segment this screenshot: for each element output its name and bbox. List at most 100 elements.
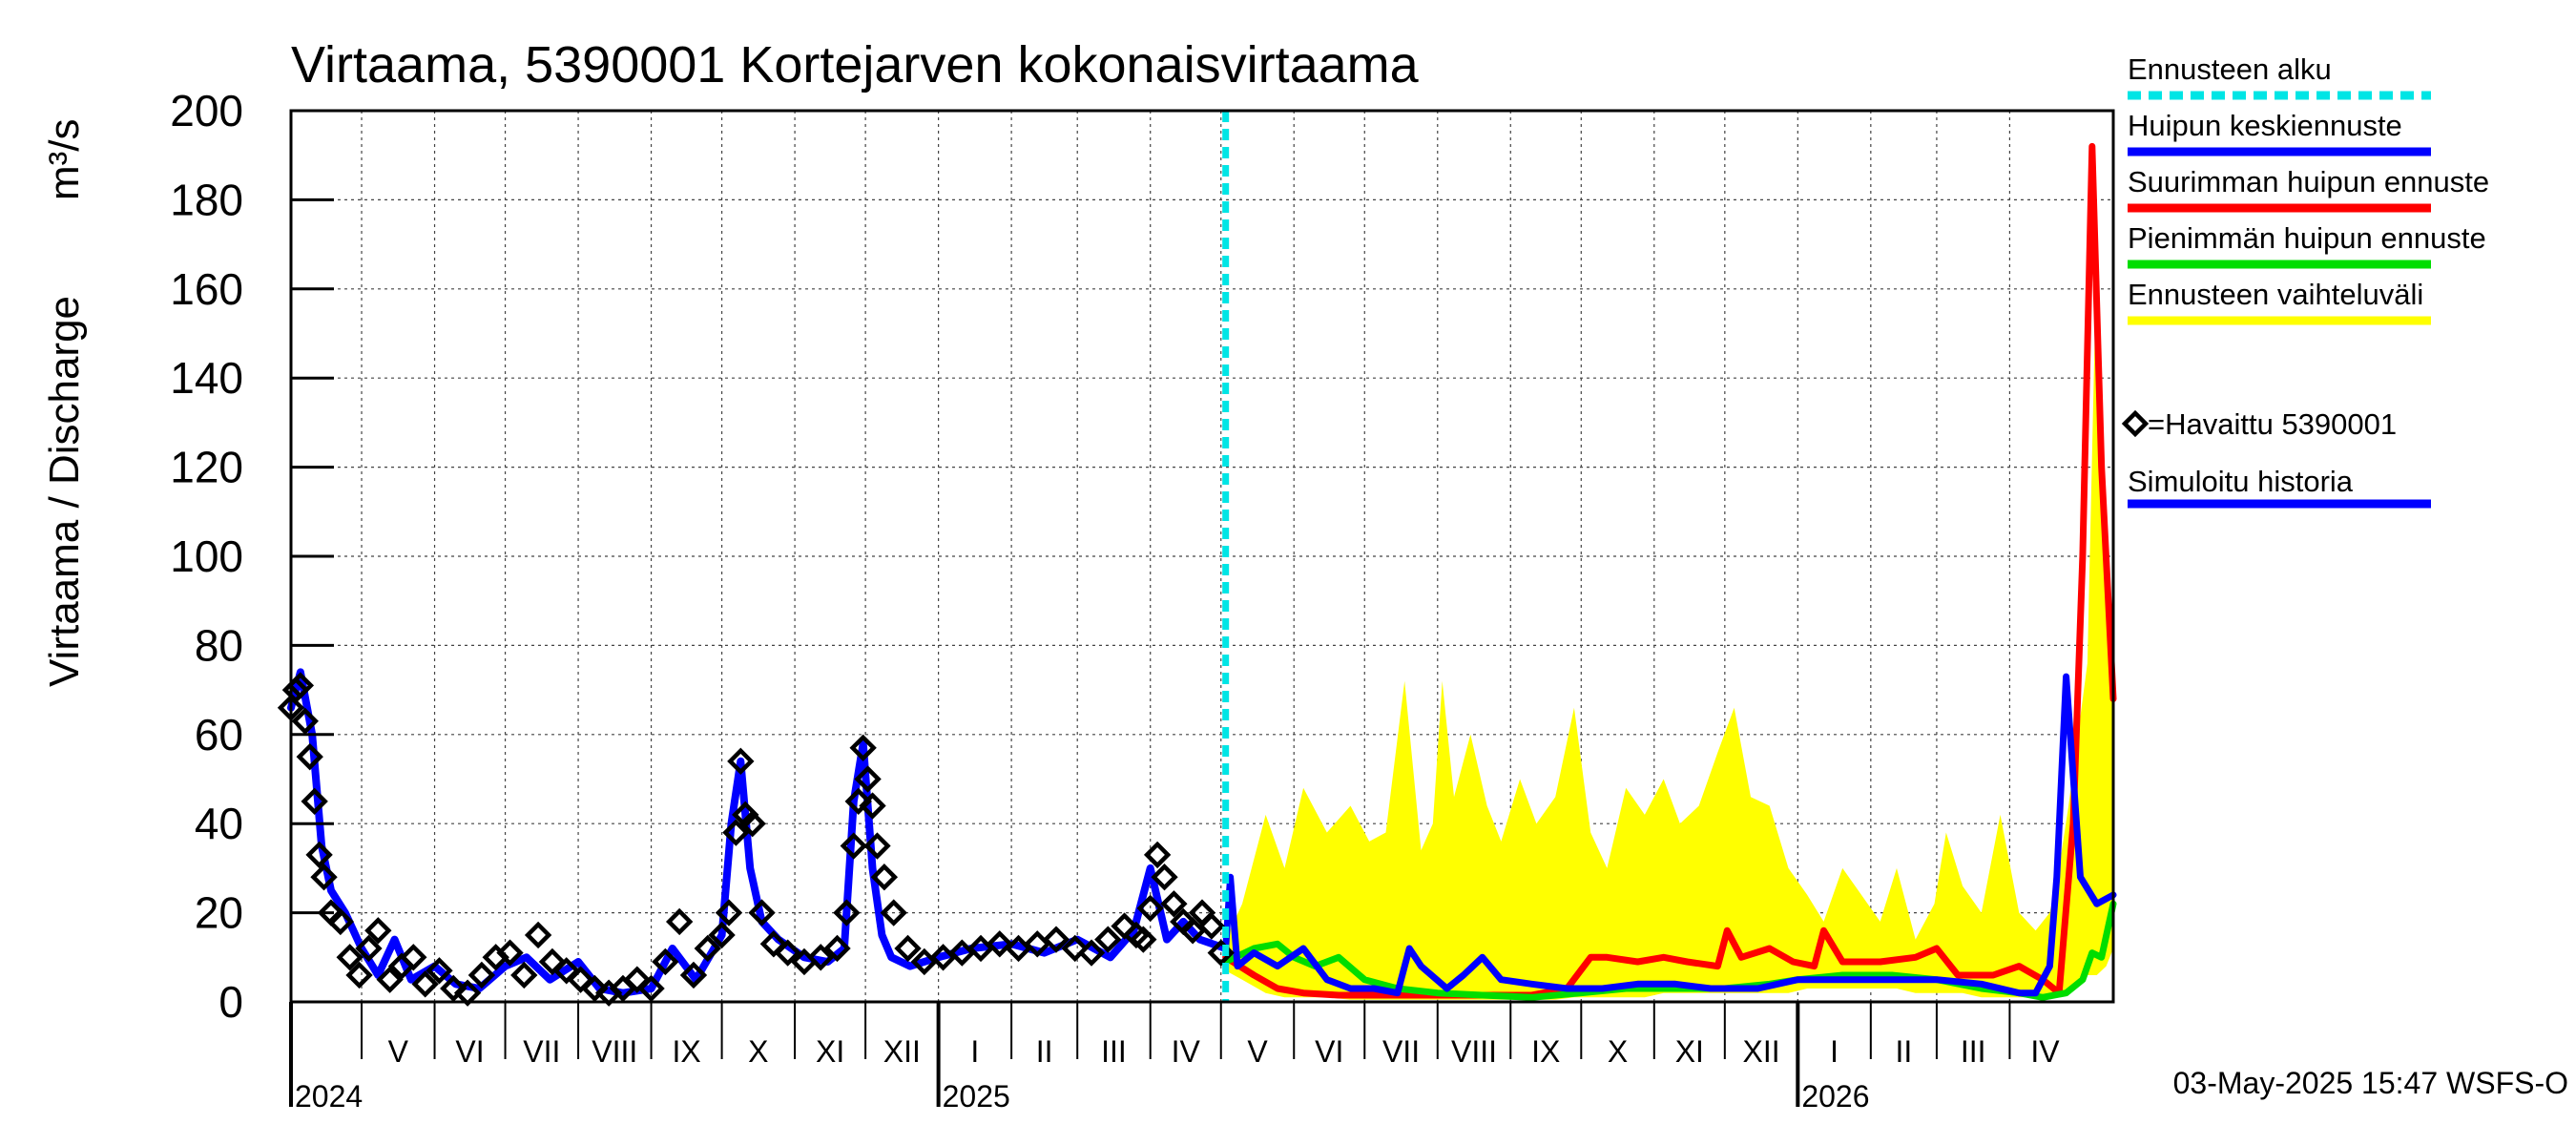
- x-month-label: X: [1608, 1034, 1628, 1069]
- observed-point: [844, 787, 872, 816]
- observed-point: [854, 765, 882, 793]
- observed-point: [1143, 841, 1172, 869]
- observed-point: [326, 907, 355, 936]
- y-axis-label: Virtaama / Discharge: [41, 296, 88, 687]
- mean-peak-forecast-line: [1222, 673, 2117, 997]
- x-month-label: III: [1961, 1034, 1986, 1069]
- y-tick-label: 200: [170, 86, 243, 135]
- observed-point: [310, 864, 338, 891]
- y-axis-label-group: Virtaama / Discharge m³/s: [41, 118, 88, 687]
- observed-point: [524, 921, 552, 949]
- chart-title: Virtaama, 5390001 Kortejarven kokonaisvi…: [291, 36, 1420, 94]
- observed-point: [355, 934, 383, 963]
- observed-point: [510, 961, 538, 989]
- observed-point: [440, 974, 467, 1003]
- legend-label: Ennusteen alku: [2128, 52, 2332, 86]
- y-tick-label: 140: [170, 353, 243, 403]
- observed-point: [759, 930, 788, 958]
- x-month-label: X: [748, 1034, 768, 1069]
- series-lines: [287, 142, 2117, 1001]
- observed-point: [859, 792, 886, 820]
- y-tick-label: 20: [195, 888, 243, 938]
- observed-point: [1136, 894, 1164, 923]
- legend-label: Pienimmän huipun ennuste: [2128, 221, 2486, 255]
- observed-point: [426, 957, 453, 985]
- observed-point: [1061, 934, 1089, 963]
- legend-label: Suurimman huipun ennuste: [2128, 165, 2489, 198]
- observed-point: [1130, 926, 1157, 953]
- x-year-label: 2025: [943, 1079, 1010, 1114]
- x-month-label: I: [970, 1034, 979, 1069]
- x-month-label: XI: [816, 1034, 844, 1069]
- observed-point: [296, 742, 323, 771]
- observed-point: [637, 974, 665, 1003]
- legend: Ennusteen alku Huipun keskiennuste Suurimm…: [2121, 52, 2489, 509]
- x-month-label: XII: [883, 1034, 921, 1069]
- observed-point: [665, 907, 694, 936]
- observed-point: [286, 672, 315, 699]
- observed-markers: [277, 672, 1235, 1007]
- forecast-range-band: [1225, 244, 2113, 1000]
- observed-point: [807, 944, 835, 971]
- x-month-label: VIII: [1451, 1034, 1497, 1069]
- simulated-history-line: [287, 668, 1230, 997]
- observed-point: [823, 934, 851, 963]
- observed-point: [376, 966, 404, 993]
- legend-label: Ennusteen vaihteluväli: [2128, 278, 2423, 311]
- observed-point: [496, 939, 524, 967]
- observed-point: [1160, 890, 1188, 918]
- x-month-label: XI: [1675, 1034, 1704, 1069]
- observed-point: [291, 707, 319, 735]
- observed-point: [345, 961, 373, 989]
- observed-point: [738, 810, 766, 838]
- observed-point: [774, 939, 801, 967]
- x-year-label: 2026: [1801, 1079, 1869, 1114]
- y-tick-label: 0: [218, 977, 243, 1027]
- observed-point: [722, 819, 750, 846]
- y-axis-unit: m³/s: [41, 118, 88, 200]
- observed-point: [694, 934, 721, 963]
- observed-point: [1077, 939, 1106, 967]
- forecast-band: [1225, 244, 2113, 1000]
- observed-point: [336, 944, 364, 971]
- observed-point: [1042, 926, 1070, 953]
- y-tick-label: 160: [170, 264, 243, 314]
- legend-label: Huipun keskiennuste: [2128, 109, 2402, 142]
- observed-point: [467, 961, 496, 989]
- y-axis: 0 20 40 60 80 100 120 140 160 180 200: [170, 86, 334, 1027]
- x-month-label: IV: [1172, 1034, 1201, 1069]
- y-tick-label: 120: [170, 443, 243, 492]
- observed-point: [552, 957, 580, 985]
- x-month-label: VII: [523, 1034, 560, 1069]
- observed-point: [1151, 864, 1178, 891]
- observed-point: [849, 734, 877, 761]
- x-month-label: II: [1895, 1034, 1912, 1069]
- observed-point: [538, 947, 567, 976]
- x-month-label: VI: [1315, 1034, 1343, 1069]
- x-month-label: V: [388, 1034, 409, 1069]
- observed-point: [840, 832, 867, 860]
- observed-point: [305, 841, 333, 869]
- plot-area: [277, 109, 2117, 1007]
- legend-label: =Havaittu 5390001: [2148, 407, 2397, 441]
- observed-point: [894, 934, 922, 963]
- x-month-label: V: [1247, 1034, 1268, 1069]
- observed-point: [400, 944, 427, 971]
- x-month-label: IX: [1531, 1034, 1560, 1069]
- x-year-label: 2024: [295, 1079, 363, 1114]
- observed-point: [727, 747, 755, 776]
- observed-point: [453, 979, 482, 1007]
- observed-point: [364, 917, 392, 945]
- y-tick-label: 80: [195, 620, 243, 670]
- observed-point: [748, 899, 776, 926]
- y-tick-label: 60: [195, 710, 243, 760]
- legend-observed-marker: [2121, 409, 2150, 438]
- x-month-label: VII: [1382, 1034, 1420, 1069]
- observed-point: [623, 966, 651, 993]
- observed-point: [986, 930, 1013, 958]
- x-month-label: XII: [1743, 1034, 1780, 1069]
- x-month-label: II: [1036, 1034, 1053, 1069]
- y-tick-label: 100: [170, 531, 243, 581]
- observed-point: [1197, 912, 1226, 940]
